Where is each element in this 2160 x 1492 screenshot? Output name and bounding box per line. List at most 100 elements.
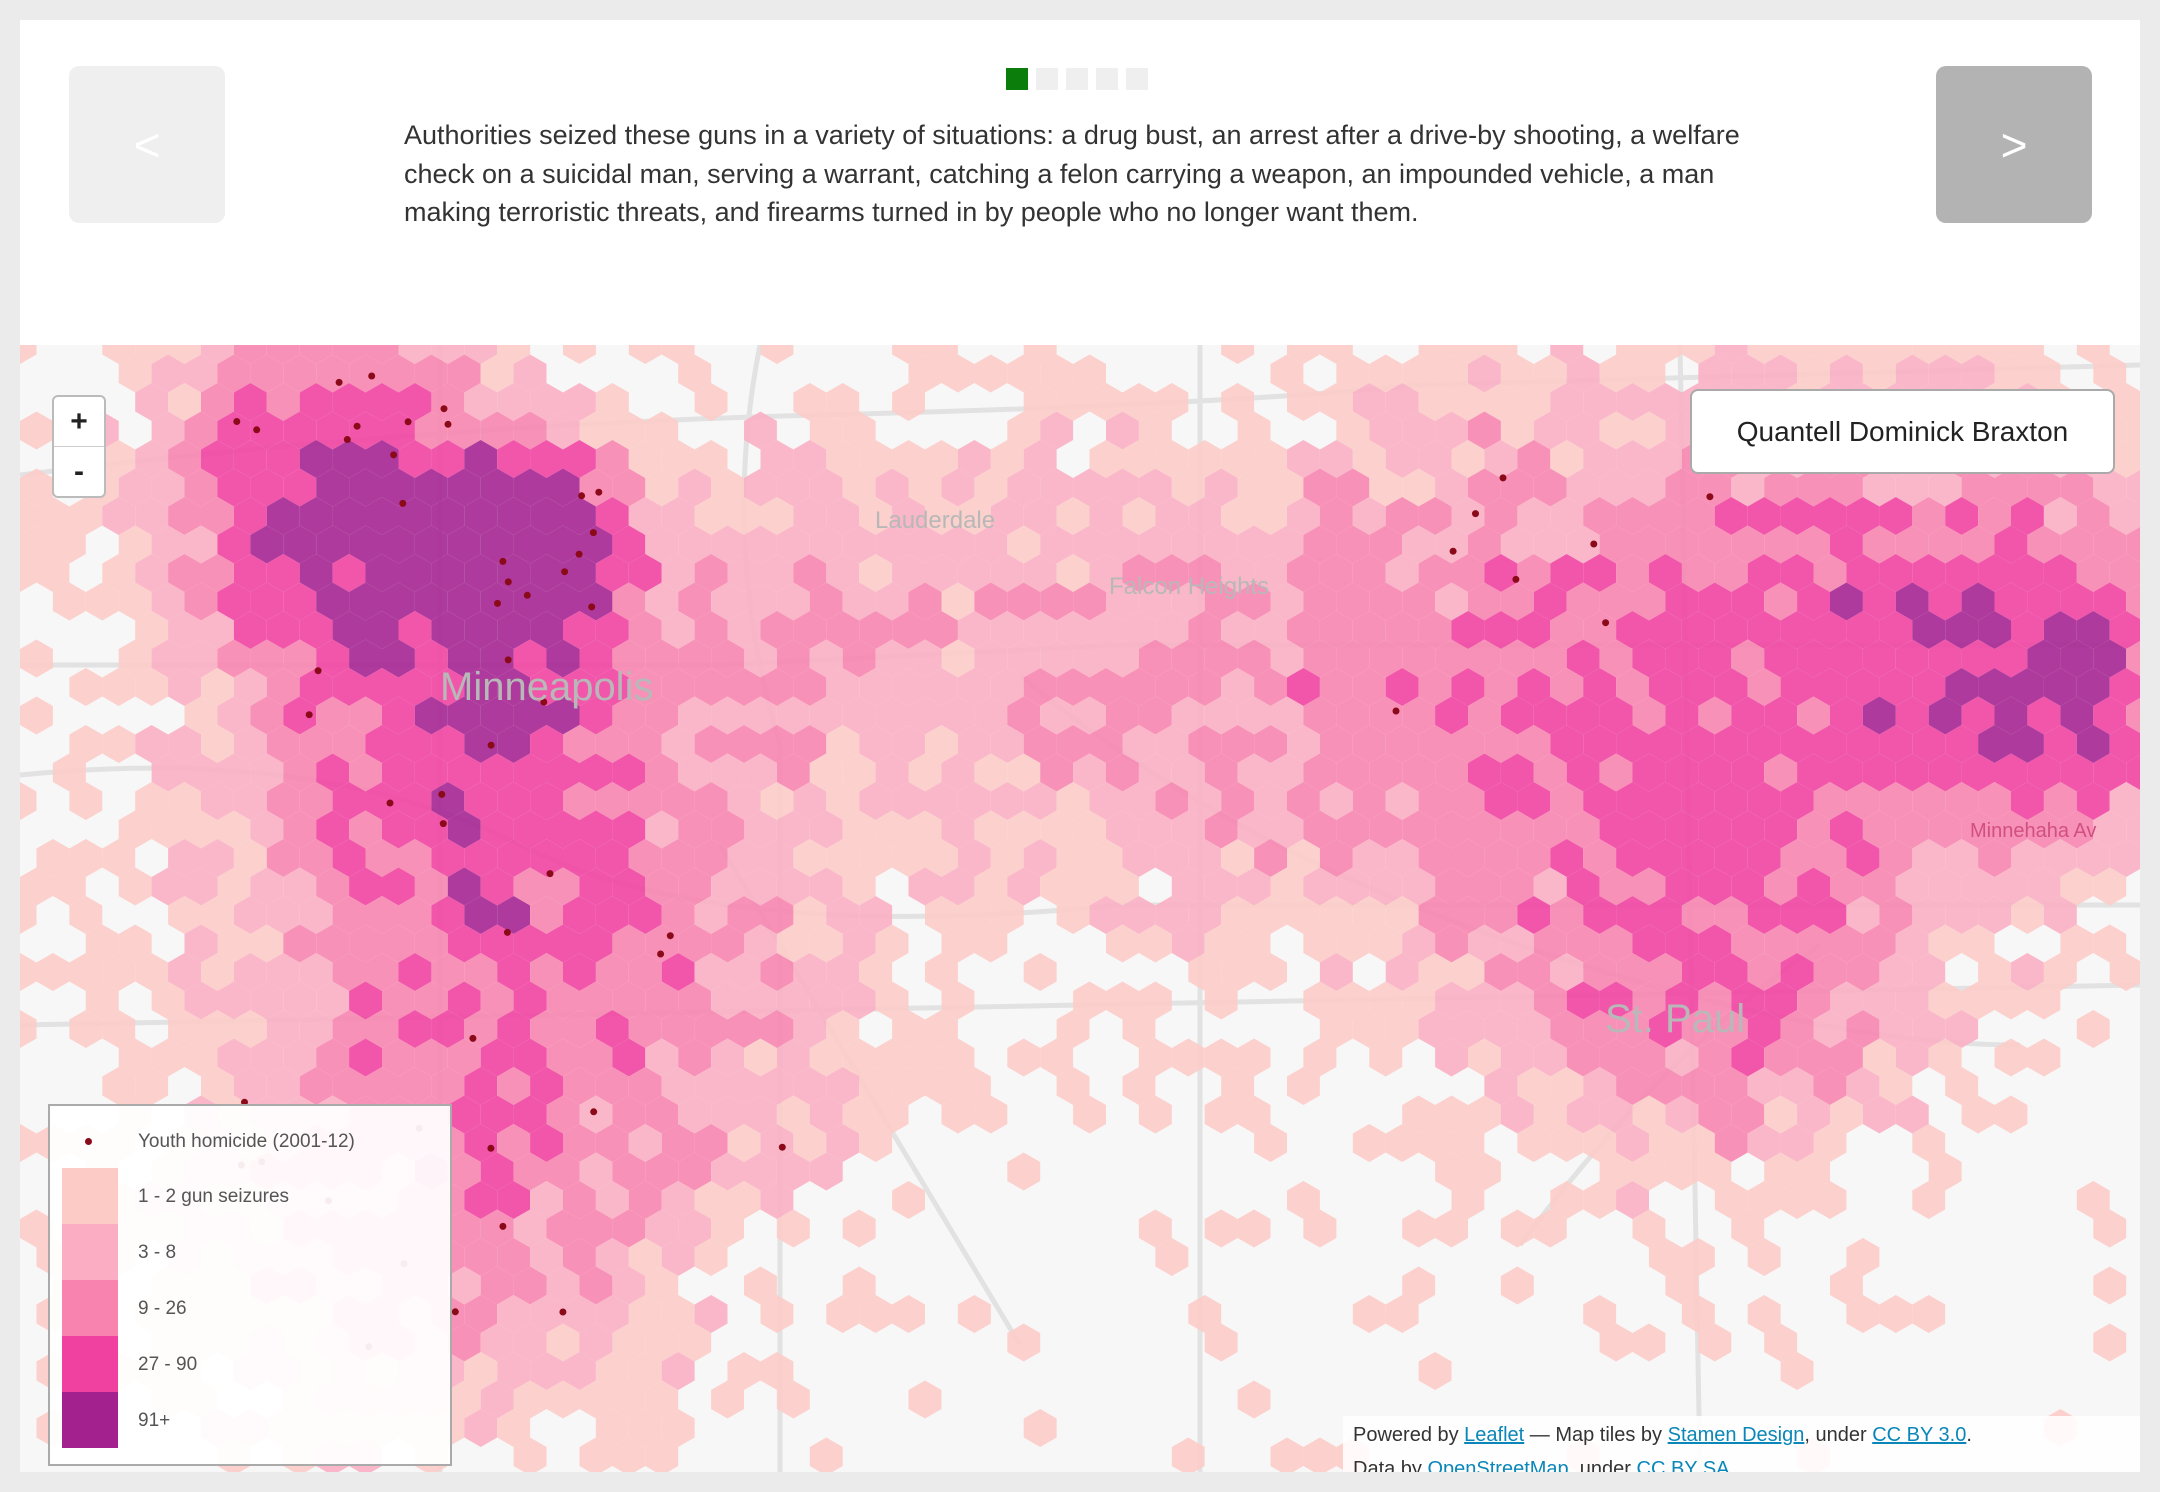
hexbin-cell[interactable] [1747, 611, 1781, 649]
hexbin-cell[interactable] [1106, 810, 1139, 849]
hexbin-cell[interactable] [842, 753, 876, 792]
hexbin-cell[interactable] [694, 896, 728, 934]
hexbin-cell[interactable] [1500, 1095, 1534, 1134]
hexbin-cell[interactable] [1862, 924, 1896, 963]
hexbin-cell[interactable] [1122, 497, 1156, 535]
hexbin-cell[interactable] [69, 896, 103, 934]
hexbin-cell[interactable] [217, 753, 251, 792]
hexbin-cell[interactable] [217, 468, 251, 507]
hexbin-cell[interactable] [661, 953, 695, 991]
hexbin-cell[interactable] [1106, 525, 1139, 564]
hexbin-cell[interactable] [579, 639, 613, 678]
hexbin-cell[interactable] [1270, 1437, 1304, 1473]
hexbin-cell[interactable] [1073, 525, 1106, 564]
hexbin-cell[interactable] [184, 525, 218, 564]
hexbin-cell[interactable] [1599, 924, 1633, 963]
hexbin-cell[interactable] [1254, 668, 1287, 706]
hexbin-cell[interactable] [1764, 981, 1798, 1020]
hexbin-cell[interactable] [151, 981, 185, 1020]
hexbin-cell[interactable] [349, 753, 382, 792]
hexbin-cell[interactable] [1846, 554, 1880, 592]
hexbin-cell[interactable] [678, 1323, 712, 1362]
hexbin-cell[interactable] [497, 1238, 531, 1276]
hexbin-cell[interactable] [1007, 582, 1041, 621]
hexbin-cell[interactable] [1698, 753, 1732, 792]
hexbin-cell[interactable] [1484, 554, 1518, 592]
hexbin-cell[interactable] [744, 981, 777, 1020]
hexbin-cell[interactable] [1402, 1209, 1436, 1248]
hexbin-cell[interactable] [1073, 639, 1106, 678]
hexbin-cell[interactable] [1830, 525, 1863, 564]
hexbin-cell[interactable] [530, 896, 563, 934]
hexbin-cell[interactable] [595, 440, 629, 478]
hexbin-cell[interactable] [480, 810, 514, 849]
hexbin-cell[interactable] [1681, 953, 1715, 991]
homicide-marker[interactable] [589, 529, 597, 537]
hexbin-cell[interactable] [1994, 753, 2028, 792]
hexbin-cell[interactable] [1616, 782, 1649, 820]
hexbin-cell[interactable] [1418, 725, 1452, 763]
hexbin-cell[interactable] [546, 525, 580, 564]
homicide-marker[interactable] [666, 932, 674, 940]
hexbin-cell[interactable] [1451, 896, 1485, 934]
hexbin-cell[interactable] [1912, 668, 1946, 706]
hexbin-cell[interactable] [1254, 725, 1287, 763]
hexbin-cell[interactable] [579, 1380, 613, 1419]
hexbin-cell[interactable] [1698, 639, 1732, 678]
hexbin-cell[interactable] [1188, 554, 1222, 592]
hexbin-cell[interactable] [546, 1266, 580, 1305]
hexbin-cell[interactable] [1978, 953, 2011, 991]
hexbin-cell[interactable] [1912, 1124, 1946, 1162]
hexbin-cell[interactable] [1632, 525, 1666, 564]
hexbin-cell[interactable] [332, 440, 366, 478]
hexbin-cell[interactable] [316, 582, 350, 621]
hexbin-cell[interactable] [645, 468, 679, 507]
hexbin-cell[interactable] [1007, 468, 1041, 507]
hexbin-cell[interactable] [184, 582, 218, 621]
hexbin-cell[interactable] [250, 810, 284, 849]
hexbin-cell[interactable] [1237, 1038, 1271, 1077]
hexbin-cell[interactable] [1287, 554, 1320, 592]
hexbin-cell[interactable] [1287, 896, 1320, 934]
hexbin-cell[interactable] [727, 668, 761, 706]
hexbin-cell[interactable] [1319, 839, 1353, 877]
hexbin-cell[interactable] [809, 753, 843, 792]
hexbin-cell[interactable] [233, 611, 267, 649]
hexbin-cell[interactable] [1731, 753, 1765, 792]
hexbin-cell[interactable] [1418, 1352, 1452, 1390]
hexbin-cell[interactable] [1731, 1209, 1765, 1248]
hexbin-cell[interactable] [1155, 782, 1189, 820]
hexbin-cell[interactable] [1484, 782, 1518, 820]
hexbin-cell[interactable] [1155, 896, 1189, 934]
hexbin-cell[interactable] [266, 668, 300, 706]
hexbin-cell[interactable] [2043, 896, 2077, 934]
hexbin-cell[interactable] [513, 1209, 547, 1248]
hexbin-cell[interactable] [168, 383, 201, 421]
hexbin-cell[interactable] [595, 1124, 629, 1162]
hexbin-cell[interactable] [398, 896, 432, 934]
hexbin-cell[interactable] [1830, 753, 1863, 792]
hexbin-cell[interactable] [118, 468, 152, 507]
hexbin-cell[interactable] [398, 1067, 432, 1105]
hexbin-cell[interactable] [2011, 611, 2044, 649]
hexbin-cell[interactable] [1583, 668, 1617, 706]
hexbin-cell[interactable] [612, 1380, 646, 1419]
hexbin-cell[interactable] [184, 354, 218, 393]
hexbin-cell[interactable] [1402, 696, 1436, 735]
hexbin-cell[interactable] [1106, 981, 1139, 1020]
hexbin-cell[interactable] [776, 981, 810, 1020]
hexbin-cell[interactable] [1336, 867, 1370, 906]
hexbin-cell[interactable] [283, 525, 317, 564]
hexbin-cell[interactable] [1533, 1095, 1567, 1134]
hexbin-cell[interactable] [1681, 839, 1715, 877]
hexbin-cell[interactable] [1681, 1295, 1715, 1333]
hexbin-cell[interactable] [151, 810, 185, 849]
hexbin-cell[interactable] [118, 525, 152, 564]
hexbin-cell[interactable] [1846, 896, 1880, 934]
hexbin-cell[interactable] [595, 1067, 629, 1105]
hexbin-cell[interactable] [135, 440, 169, 478]
hexbin-cell[interactable] [892, 668, 925, 706]
hexbin-cell[interactable] [2093, 867, 2127, 906]
hexbin-cell[interactable] [776, 924, 810, 963]
hexbin-cell[interactable] [579, 696, 613, 735]
